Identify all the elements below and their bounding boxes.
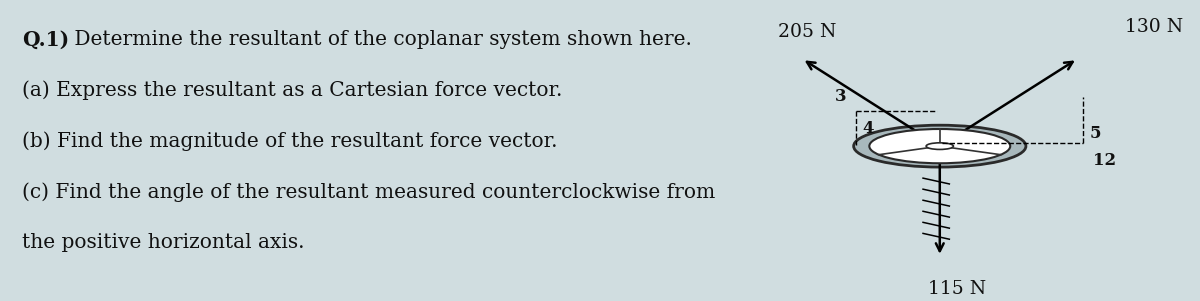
Text: 205 N: 205 N bbox=[779, 23, 836, 42]
Text: the positive horizontal axis.: the positive horizontal axis. bbox=[23, 233, 305, 253]
Circle shape bbox=[869, 129, 1010, 163]
Circle shape bbox=[926, 143, 954, 150]
Text: 12: 12 bbox=[1093, 152, 1116, 169]
Text: Determine the resultant of the coplanar system shown here.: Determine the resultant of the coplanar … bbox=[67, 30, 691, 49]
Text: 5: 5 bbox=[1090, 125, 1100, 142]
Text: 4: 4 bbox=[862, 120, 874, 137]
Text: Q.1): Q.1) bbox=[23, 30, 70, 50]
Text: 3: 3 bbox=[834, 88, 846, 105]
Text: (a) Express the resultant as a Cartesian force vector.: (a) Express the resultant as a Cartesian… bbox=[23, 81, 563, 100]
Circle shape bbox=[853, 125, 1026, 167]
Text: 130 N: 130 N bbox=[1126, 17, 1183, 36]
Text: 115 N: 115 N bbox=[928, 280, 986, 298]
Text: (c) Find the angle of the resultant measured counterclockwise from: (c) Find the angle of the resultant meas… bbox=[23, 182, 715, 202]
Text: (b) Find the magnitude of the resultant force vector.: (b) Find the magnitude of the resultant … bbox=[23, 132, 558, 151]
